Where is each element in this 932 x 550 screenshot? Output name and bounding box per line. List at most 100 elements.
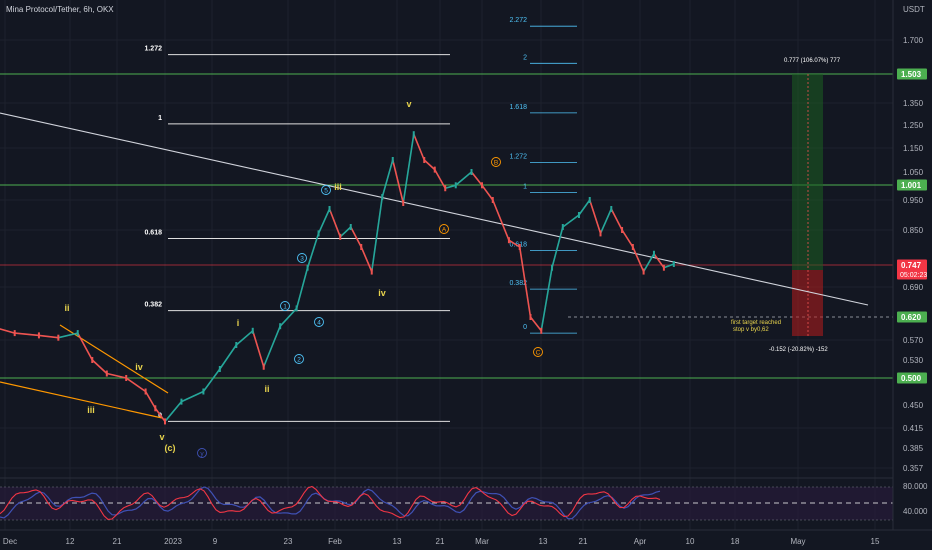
fib-right-label: 1 bbox=[523, 184, 527, 191]
wave-label: y bbox=[200, 451, 204, 458]
price-candle bbox=[631, 243, 634, 250]
price-segment bbox=[518, 246, 532, 318]
price-candle bbox=[481, 182, 483, 189]
price-tick-label: 0.850 bbox=[903, 226, 924, 235]
fib-right-label: 0.382 bbox=[509, 280, 527, 287]
price-candle bbox=[202, 388, 205, 395]
wave-label: B bbox=[494, 160, 498, 167]
price-candle bbox=[328, 206, 331, 212]
price-label-box bbox=[897, 259, 927, 280]
price-candle bbox=[13, 330, 16, 337]
price-segment bbox=[328, 208, 341, 238]
price-label-box bbox=[897, 311, 927, 323]
price-candle bbox=[621, 227, 624, 233]
fib-right-label: 2.272 bbox=[509, 17, 527, 24]
wave-label: C bbox=[536, 350, 541, 357]
price-candle bbox=[652, 250, 655, 257]
price-candle bbox=[125, 375, 128, 381]
wave-label: A bbox=[442, 227, 447, 234]
price-candle bbox=[381, 194, 384, 201]
price-label-value: 1.503 bbox=[901, 70, 922, 79]
price-segment bbox=[0, 328, 15, 334]
price-segment bbox=[455, 171, 473, 186]
price-segment bbox=[58, 332, 78, 339]
wave-label-circle bbox=[280, 301, 290, 311]
wave-label: 1 bbox=[283, 304, 287, 311]
price-segment bbox=[551, 226, 564, 268]
price-segment bbox=[370, 196, 384, 272]
wave-label: 5 bbox=[324, 188, 328, 195]
wave-label-circle bbox=[533, 347, 543, 357]
time-tick-label: 15 bbox=[871, 537, 880, 546]
price-segment bbox=[663, 263, 675, 269]
price-segment bbox=[423, 159, 436, 171]
wave-label-circle bbox=[314, 317, 324, 327]
note-line-2: stop v by0,62 bbox=[733, 327, 769, 333]
price-label-value: 1.001 bbox=[901, 181, 922, 190]
price-tick-label: 1.350 bbox=[903, 99, 924, 108]
price-segment bbox=[562, 214, 580, 228]
wave-label-circle bbox=[439, 224, 449, 234]
fib-left-label: 0.618 bbox=[144, 229, 162, 236]
target-bottom-annotation: -0.152 (-20.82%) -152 bbox=[769, 347, 828, 353]
wedge-lower-line bbox=[0, 381, 163, 419]
price-candle bbox=[577, 212, 580, 218]
loss-zone bbox=[792, 270, 823, 336]
price-segment bbox=[77, 332, 93, 361]
price-segment bbox=[317, 208, 331, 234]
price-candle bbox=[105, 370, 108, 377]
wave-label: iii bbox=[334, 182, 342, 192]
osc-tick: 40.000 bbox=[903, 507, 928, 516]
price-segment bbox=[381, 159, 394, 198]
price-candle bbox=[360, 243, 363, 250]
price-candle bbox=[154, 405, 157, 412]
time-tick-label: 2023 bbox=[164, 537, 182, 546]
price-label-box bbox=[897, 68, 927, 80]
price-candle bbox=[76, 330, 79, 337]
price-candle bbox=[561, 224, 564, 230]
price-candle bbox=[251, 327, 254, 334]
price-candle bbox=[339, 233, 342, 240]
price-segment bbox=[588, 199, 602, 234]
price-candle bbox=[470, 169, 473, 175]
price-candle bbox=[218, 366, 221, 372]
price-candle bbox=[599, 230, 602, 237]
target-top-annotation: 0.777 (106.07%) 777 bbox=[784, 58, 841, 64]
osc-band bbox=[0, 487, 893, 520]
price-label-box bbox=[897, 372, 927, 384]
price-candle bbox=[349, 224, 352, 230]
price-segment bbox=[14, 332, 40, 337]
price-segment bbox=[540, 267, 553, 331]
time-tick-label: May bbox=[790, 537, 805, 546]
price-candle bbox=[402, 200, 405, 206]
price-segment bbox=[164, 401, 183, 422]
price-segment bbox=[470, 171, 483, 186]
price-candle bbox=[551, 264, 554, 271]
fib-left-label: 1 bbox=[158, 115, 162, 122]
price-candle bbox=[317, 230, 320, 237]
fib-left-label: 0.382 bbox=[144, 302, 162, 309]
wave-label-circle bbox=[321, 185, 331, 195]
price-tick-label: 0.570 bbox=[903, 336, 924, 345]
wave-label-circle bbox=[197, 448, 207, 458]
wave-label: 4 bbox=[317, 320, 321, 327]
price-tick-label: 1.050 bbox=[903, 168, 924, 177]
price-segment bbox=[202, 368, 221, 392]
price-segment bbox=[402, 134, 415, 204]
wave-label: (c) bbox=[165, 443, 176, 453]
time-tick-label: 21 bbox=[113, 537, 122, 546]
price-tick-label: 1.700 bbox=[903, 36, 924, 45]
fib-right-label: 0 bbox=[523, 324, 527, 331]
price-segment bbox=[181, 390, 204, 403]
price-segment bbox=[38, 334, 59, 339]
price-label-value: 0.747 bbox=[901, 261, 922, 270]
price-segment bbox=[306, 233, 320, 268]
price-label-box bbox=[897, 179, 927, 191]
price-segment bbox=[434, 169, 446, 189]
price-tick-label: 1.150 bbox=[903, 144, 924, 153]
price-segment bbox=[653, 253, 665, 269]
fib-right-label: 2 bbox=[523, 54, 527, 61]
price-segment bbox=[391, 159, 405, 204]
price-candle bbox=[529, 314, 532, 320]
